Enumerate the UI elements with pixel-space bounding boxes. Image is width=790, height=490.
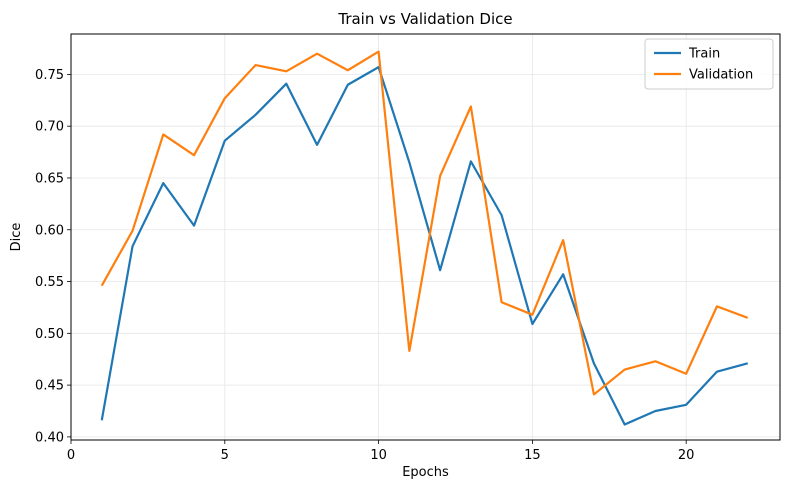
y-tick-label: 0.60 [35, 223, 64, 238]
y-axis-label: Dice [9, 223, 24, 252]
plot-frame [70, 33, 781, 441]
y-tick-label: 0.75 [35, 68, 64, 83]
y-tick-label: 0.70 [35, 120, 64, 135]
series-lines [100, 50, 749, 426]
x-tick-label: 0 [67, 448, 75, 463]
legend-box [644, 38, 774, 90]
x-tick-label: 20 [678, 448, 695, 463]
x-axis-ticks: 0 5 10 15 20 [67, 440, 695, 463]
x-tick-label: 15 [524, 448, 541, 463]
y-axis-ticks: 0.40 0.45 0.50 0.55 0.60 0.65 0.70 0.75 [35, 68, 71, 445]
x-tick-label: 10 [370, 448, 387, 463]
x-axis-label: Epochs [402, 465, 449, 480]
legend-label: Train [688, 47, 720, 62]
chart-title: Train vs Validation Dice [337, 10, 512, 28]
y-tick-label: 0.55 [35, 275, 64, 290]
y-tick-label: 0.50 [35, 327, 64, 342]
legend: Train Validation [644, 38, 774, 90]
x-tick-label: 5 [221, 448, 229, 463]
y-tick-label: 0.45 [35, 379, 64, 394]
series-line-train [100, 66, 748, 426]
y-tick-label: 0.65 [35, 171, 64, 186]
legend-label: Validation [689, 68, 753, 83]
series-line-validation [100, 50, 749, 396]
y-tick-label: 0.40 [35, 430, 64, 445]
grid-lines [70, 34, 780, 440]
